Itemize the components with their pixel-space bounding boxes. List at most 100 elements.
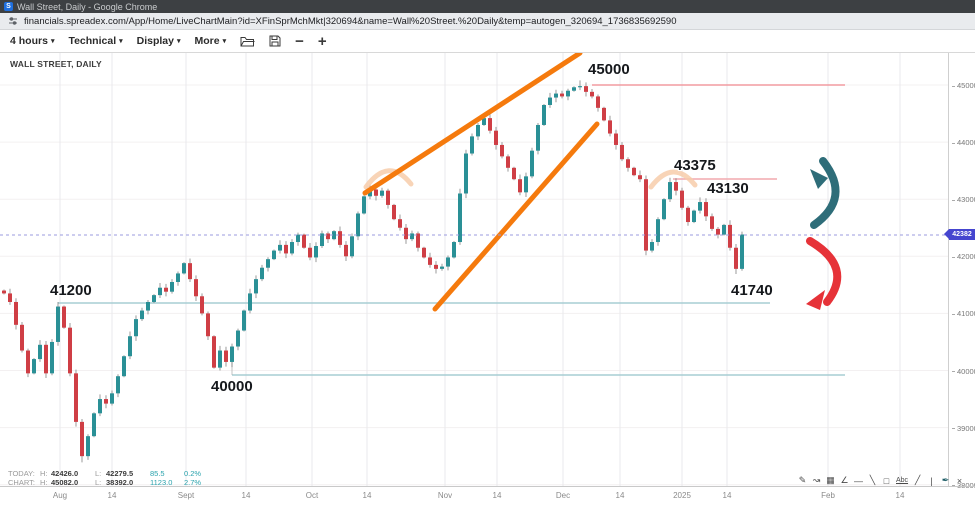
grid-tool-icon[interactable]: ▦ — [826, 475, 835, 485]
candle — [452, 242, 456, 258]
url-text[interactable]: financials.spreadex.com/App/Home/LiveCha… — [24, 15, 677, 27]
candle — [110, 393, 114, 404]
candle — [566, 90, 570, 97]
x-tick-14: 14 — [107, 491, 117, 500]
candle — [482, 118, 486, 125]
x-tick-Dec: Dec — [555, 491, 571, 500]
rectangle-tool-icon[interactable]: □ — [883, 475, 890, 486]
candle — [476, 124, 480, 137]
candle — [500, 144, 504, 157]
candle — [26, 350, 30, 374]
current-price-badge: 42382 — [944, 229, 975, 240]
vertical-line-tool-icon[interactable]: | — [930, 475, 933, 486]
candle — [392, 204, 396, 220]
x-tick-14: 14 — [615, 491, 625, 500]
candle — [662, 199, 666, 220]
candle — [524, 176, 528, 193]
candle — [440, 266, 444, 269]
candle — [404, 227, 408, 240]
curve-arrow-tool-icon[interactable]: ↝ — [812, 475, 821, 485]
candle — [704, 202, 708, 217]
candle — [692, 210, 696, 223]
candle — [248, 293, 252, 311]
y-tick-38000: 38000 — [952, 481, 975, 490]
candle — [584, 86, 588, 92]
candle — [296, 234, 300, 243]
technical-menu[interactable]: Technical ▾ — [68, 35, 122, 47]
candle — [152, 295, 156, 302]
candle — [104, 399, 108, 404]
url-bar[interactable]: financials.spreadex.com/App/Home/LiveCha… — [0, 13, 975, 30]
zoom-in-button[interactable]: + — [317, 32, 327, 50]
y-tick-42000: 42000 — [952, 252, 975, 261]
open-chart-button[interactable] — [240, 35, 255, 47]
display-label: Display — [136, 35, 174, 47]
candle — [194, 279, 198, 297]
zoom-out-button[interactable]: − — [295, 32, 304, 50]
save-chart-button[interactable] — [269, 35, 281, 47]
candle — [632, 167, 636, 176]
more-label: More — [194, 35, 220, 47]
candle — [98, 399, 102, 414]
candle — [212, 336, 216, 368]
candle — [38, 344, 42, 360]
candle — [278, 244, 282, 251]
down-arrow — [806, 237, 842, 306]
candle — [470, 136, 474, 154]
delete-tool-icon[interactable]: × — [956, 475, 963, 486]
candle — [560, 93, 564, 97]
orange-trendline — [362, 53, 583, 196]
high-label: H: — [40, 478, 48, 487]
candle — [494, 130, 498, 145]
site-settings-icon[interactable] — [8, 16, 18, 26]
trend-angle-tool-icon[interactable]: ∠ — [840, 475, 849, 485]
candle — [62, 306, 66, 328]
candle — [710, 216, 714, 229]
candle — [32, 359, 36, 374]
candle — [326, 233, 330, 240]
candle — [260, 267, 264, 280]
marker-tool-icon[interactable]: ✒ — [941, 475, 950, 485]
candle — [740, 234, 744, 269]
high-label: H: — [40, 469, 48, 478]
candle — [674, 182, 678, 191]
chart-panel[interactable]: WALL STREET, DAILY 45000 43375 43130 41200 4… — [0, 52, 975, 508]
y-tick-43000: 43000 — [952, 195, 975, 204]
drawing-toolbar: ✎ ↝ ▦ ∠ — ╲ □ Abc ╱ | ✒ × — [798, 475, 964, 486]
ray-line-tool-icon[interactable]: ╲ — [869, 475, 876, 485]
candle — [650, 242, 654, 251]
caret-down-icon: ▾ — [176, 38, 181, 45]
pen-tool-icon[interactable]: ✎ — [798, 475, 807, 485]
technical-label: Technical — [68, 35, 117, 47]
x-tick-Sept: Sept — [177, 491, 195, 500]
timeframe-menu[interactable]: 4 hours ▾ — [10, 35, 54, 47]
candle — [224, 350, 228, 362]
candle — [272, 250, 276, 260]
chart-canvas[interactable] — [0, 53, 948, 486]
candle — [422, 247, 426, 258]
candle — [92, 413, 96, 437]
candle — [734, 247, 738, 269]
caret-down-icon: ▾ — [50, 38, 55, 45]
candle — [728, 224, 732, 248]
legend-chart-row: CHART: H: 45082.0 L: 38392.0 1123.0 2.7% — [8, 478, 218, 487]
display-menu[interactable]: Display ▾ — [137, 35, 181, 47]
candle — [722, 224, 726, 235]
price-annotation-43130: 43130 — [707, 180, 749, 197]
candle — [536, 124, 540, 151]
y-tick-41000: 41000 — [952, 309, 975, 318]
candle — [218, 350, 222, 368]
text-tool-icon[interactable]: Abc — [896, 477, 909, 484]
candle — [242, 310, 246, 331]
time-axis: Aug 14 Sept 14 Oct 14 Nov 14 Dec 14 2025 14 Feb 14 — [0, 486, 975, 508]
more-menu[interactable]: More ▾ — [195, 35, 227, 47]
candle — [572, 87, 576, 91]
x-tick-14: 14 — [722, 491, 732, 500]
x-tick-14: 14 — [241, 491, 251, 500]
chart-low: 38392.0 — [106, 478, 134, 487]
horizontal-line-tool-icon[interactable]: — — [854, 475, 863, 486]
price-annotation-45000: 45000 — [588, 61, 630, 78]
candle — [386, 190, 390, 205]
diagonal-line-tool-icon[interactable]: ╱ — [914, 475, 921, 485]
